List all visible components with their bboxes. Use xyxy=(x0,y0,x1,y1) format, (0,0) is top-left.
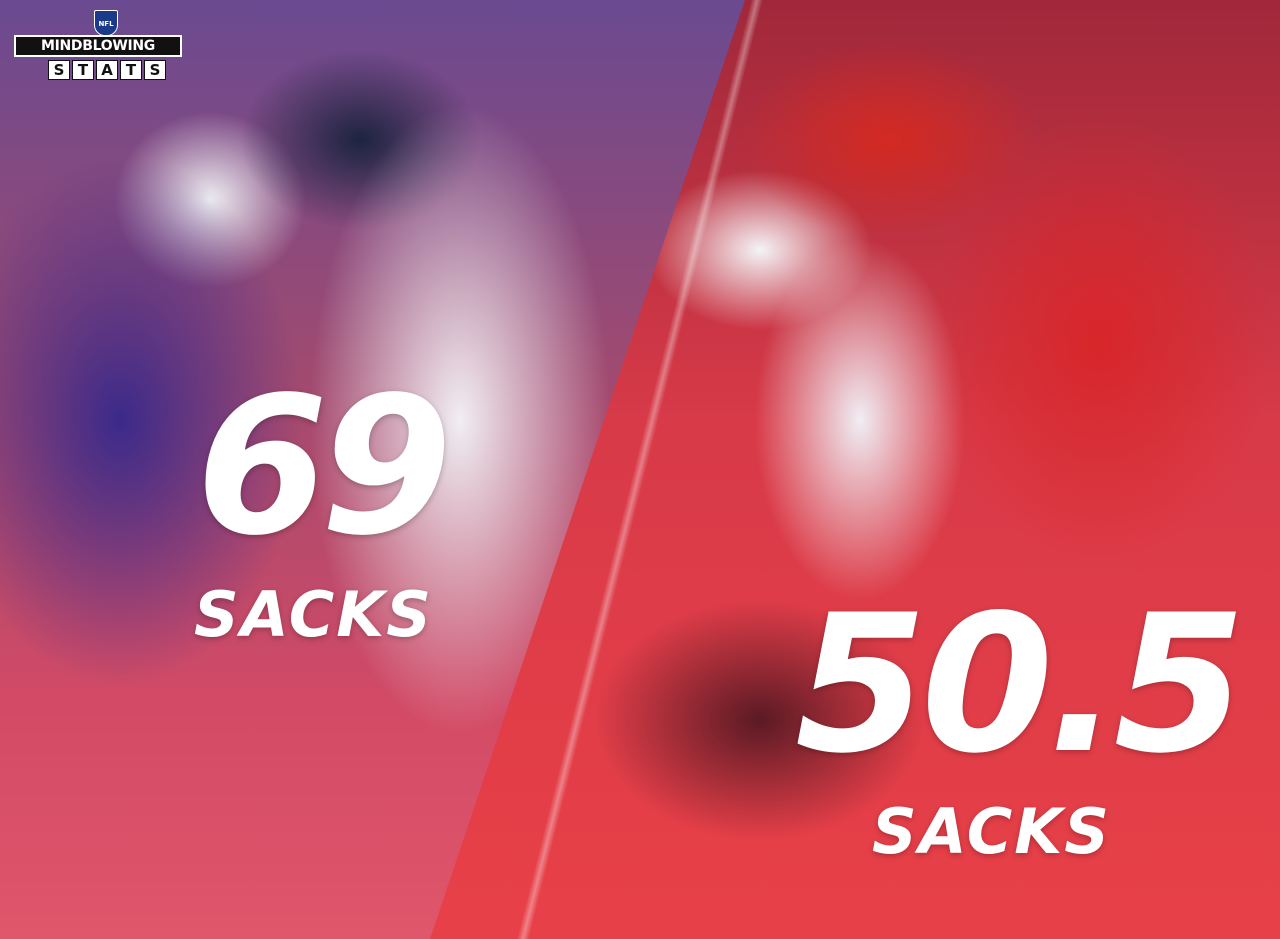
logo-line1: MINDBLOWING xyxy=(14,35,182,57)
mindblowing-stats-logo: NFL MINDBLOWING S T A T S xyxy=(8,8,188,80)
logo-line2: S T A T S xyxy=(48,60,166,80)
left-stat-label: SACKS xyxy=(194,578,433,651)
nfl-shield-icon: NFL xyxy=(94,10,118,36)
left-stat-value: 69 xyxy=(196,356,452,577)
right-stat-label: SACKS xyxy=(872,795,1111,868)
right-stat-value: 50.5 xyxy=(795,574,1246,795)
